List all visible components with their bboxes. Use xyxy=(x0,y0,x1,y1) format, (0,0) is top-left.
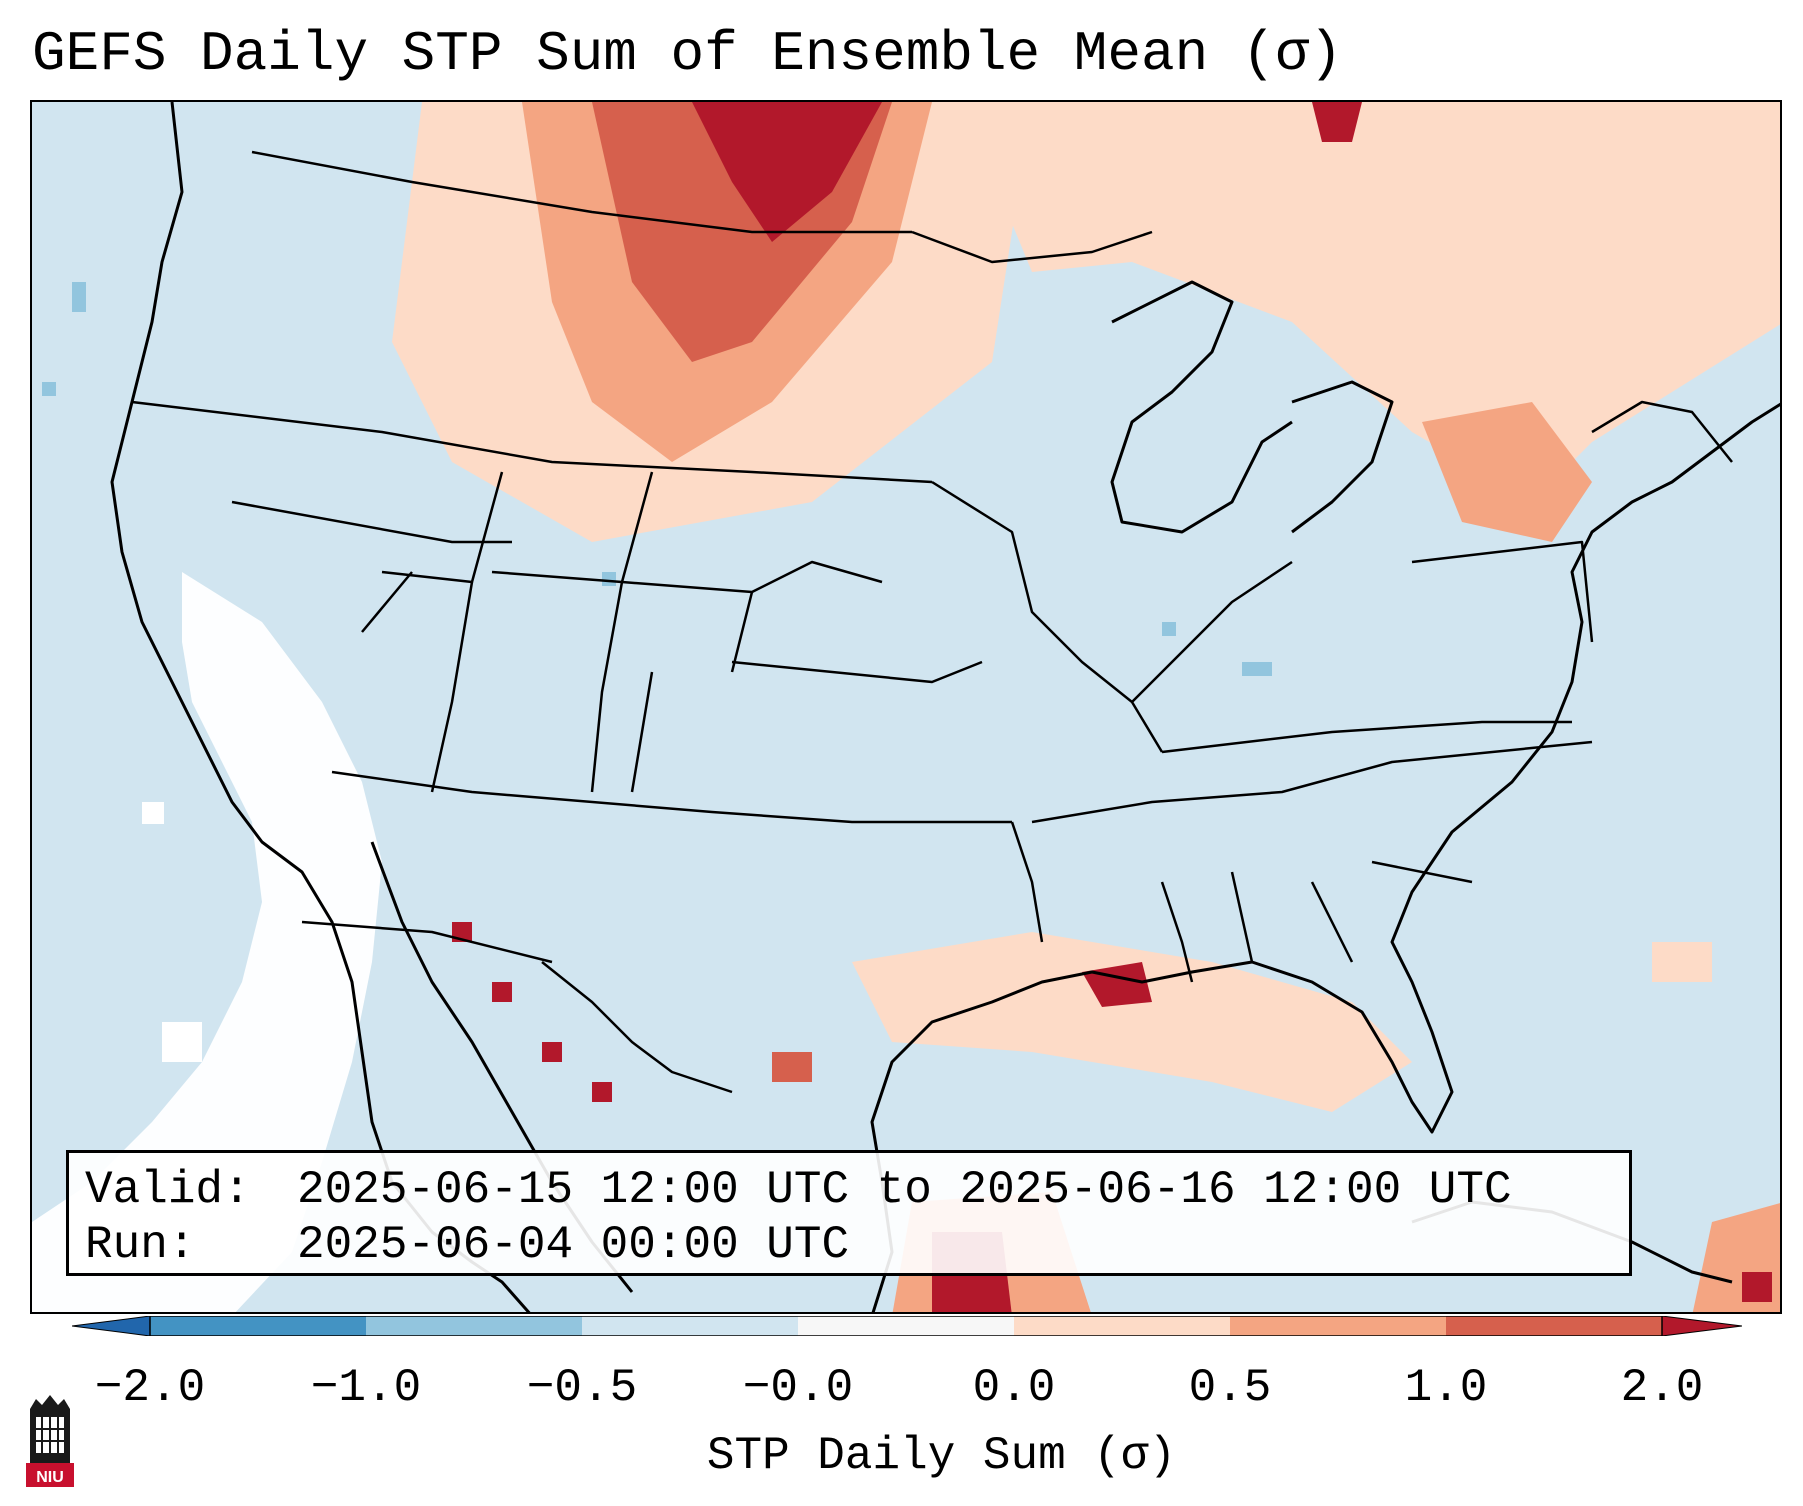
colorbar-extend-high xyxy=(1661,1316,1742,1336)
colorbar-segment-7 xyxy=(1446,1316,1662,1336)
colorbar-tick: −0.0 xyxy=(742,1362,854,1414)
neutral-anomaly-area xyxy=(32,572,382,1312)
colorbar-segment-1 xyxy=(150,1316,366,1336)
colorbar-segment-4 xyxy=(798,1316,1014,1336)
political-borders xyxy=(131,150,1733,1094)
run-label: Run: xyxy=(85,1219,196,1271)
map-panel xyxy=(30,100,1782,1314)
chart-title: GEFS Daily STP Sum of Ensemble Mean (σ) xyxy=(32,22,1343,86)
valid-value: 2025-06-15 12:00 UTC to 2025-06-16 12:00… xyxy=(297,1164,1512,1216)
map-canvas xyxy=(32,102,1780,1312)
niu-logo-icon: NIU xyxy=(26,1395,74,1487)
validity-info-box: Valid: 2025-06-15 12:00 UTC to 2025-06-16… xyxy=(66,1150,1632,1276)
colorbar-tick: 0.0 xyxy=(972,1362,1056,1414)
colorbar-segment-6 xyxy=(1230,1316,1446,1336)
run-value: 2025-06-04 00:00 UTC xyxy=(297,1219,850,1271)
colorbar xyxy=(72,1316,1742,1336)
colorbar-label-row: STP Daily Sum (σ) xyxy=(0,1430,1803,1482)
colorbar-tick: 1.0 xyxy=(1404,1362,1488,1414)
colorbar-segment-3 xyxy=(582,1316,798,1336)
colorbar-segment-5 xyxy=(1014,1316,1230,1336)
colorbar-tick: 2.0 xyxy=(1620,1362,1704,1414)
colorbar-segment-2 xyxy=(366,1316,582,1336)
negative-anomaly-specks xyxy=(42,282,1272,676)
colorbar-tick: −0.5 xyxy=(526,1362,638,1414)
colorbar-tick: −1.0 xyxy=(310,1362,422,1414)
colorbar-extend-low xyxy=(72,1316,151,1336)
logo-text: NIU xyxy=(36,1469,64,1486)
colorbar-label: STP Daily Sum (σ) xyxy=(706,1430,1177,1482)
valid-label: Valid: xyxy=(85,1164,251,1216)
colorbar-tick: 0.5 xyxy=(1188,1362,1272,1414)
colorbar-tick: −2.0 xyxy=(94,1362,206,1414)
